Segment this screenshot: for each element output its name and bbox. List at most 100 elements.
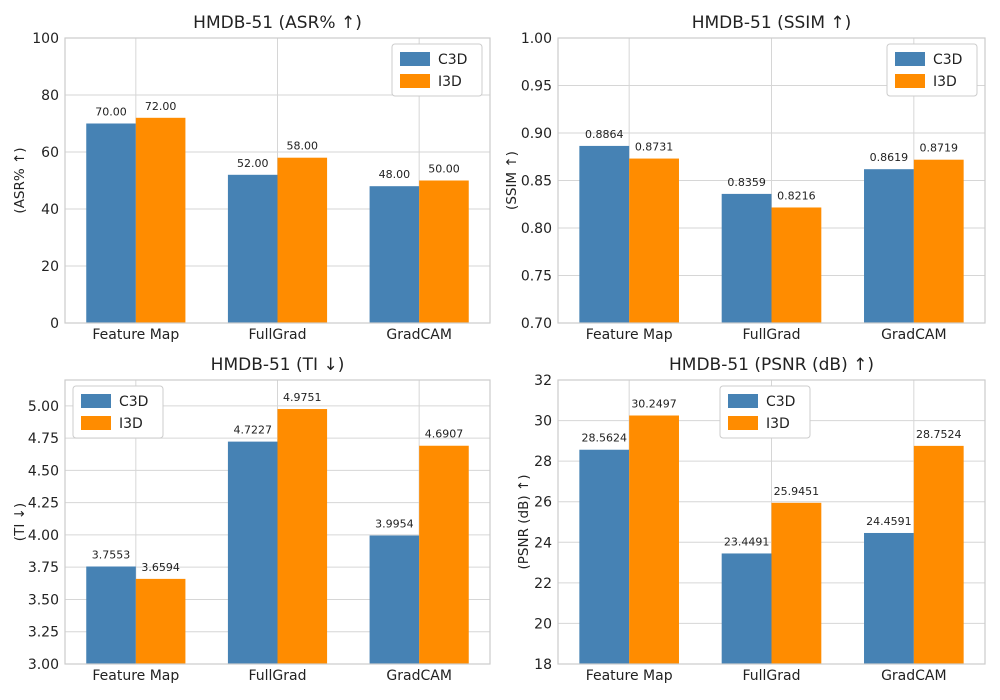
bar-value-label: 4.7227 xyxy=(233,424,272,437)
bar-c3d xyxy=(86,123,136,323)
y-axis-label: (TI ↓) xyxy=(12,503,28,541)
chart-title: HMDB-51 (PSNR (dB) ↑) xyxy=(669,355,874,375)
legend-swatch-c3d xyxy=(400,52,430,66)
chart-title: HMDB-51 (TI ↓) xyxy=(211,355,345,375)
bar-i3d xyxy=(629,158,679,323)
bar-c3d xyxy=(86,566,136,664)
bar-c3d xyxy=(579,449,630,664)
legend-box xyxy=(391,43,483,97)
y-tick-label: 3.50 xyxy=(28,592,59,608)
y-tick-label: 80 xyxy=(41,88,59,104)
bar-value-label: 0.8731 xyxy=(635,141,674,154)
plot-frame xyxy=(557,37,986,324)
bar-i3d xyxy=(629,415,679,664)
x-tick-label: GradCAM xyxy=(881,327,947,343)
y-tick-label: 3.00 xyxy=(28,657,59,673)
plot-frame xyxy=(557,379,986,665)
bar-value-label: 70.00 xyxy=(95,106,127,119)
y-axis-label: (PSNR (dB) ↑) xyxy=(516,475,532,570)
y-tick-label: 18 xyxy=(534,657,552,673)
bar-value-label: 58.00 xyxy=(287,140,319,153)
y-tick-label: 1.00 xyxy=(521,31,552,47)
y-tick-label: 0 xyxy=(50,316,59,332)
x-tick-label: GradCAM xyxy=(386,327,452,343)
bar-c3d xyxy=(864,532,914,664)
chart-title: HMDB-51 (ASR% ↑) xyxy=(193,13,362,33)
legend-swatch-c3d xyxy=(895,52,925,66)
chart-panel-1: 0 20 40 60 80 100 Feature Map FullGrad GradCAM 70… xyxy=(12,13,491,343)
y-tick-label: 32 xyxy=(534,373,552,389)
bar-i3d xyxy=(913,445,964,664)
plot-frame xyxy=(64,37,491,324)
x-tick-label: GradCAM xyxy=(881,668,947,684)
y-tick-label: 3.25 xyxy=(28,625,59,641)
legend-swatch-i3d xyxy=(728,416,758,430)
bar-i3d xyxy=(771,502,822,664)
legend-swatch-c3d xyxy=(728,394,758,408)
bar-value-label: 23.4491 xyxy=(724,535,770,548)
bar-value-label: 3.9954 xyxy=(375,518,414,531)
y-tick-label: 3.75 xyxy=(28,560,59,576)
bar-value-label: 0.8216 xyxy=(777,189,816,202)
chart-panel-2: 0.70 0.75 0.80 0.85 0.90 0.95 1.00 Feature Map F… xyxy=(504,13,986,343)
y-axis-label: (SSIM ↑) xyxy=(504,151,520,210)
bar-value-label: 52.00 xyxy=(237,157,269,170)
bar-c3d xyxy=(721,553,772,664)
legend-label: C3D xyxy=(933,52,962,68)
bar-value-label: 25.9451 xyxy=(774,485,820,498)
legend-swatch-c3d xyxy=(81,394,111,408)
legend-swatch-i3d xyxy=(81,416,111,430)
x-tick-label: Feature Map xyxy=(92,327,179,343)
y-tick-label: 28 xyxy=(534,454,552,470)
bar-i3d xyxy=(771,207,822,323)
y-tick-label: 60 xyxy=(41,145,59,161)
x-tick-label: FullGrad xyxy=(248,668,306,684)
legend-label: C3D xyxy=(119,394,148,410)
bar-i3d xyxy=(277,409,328,664)
bar-value-label: 4.6907 xyxy=(425,428,464,441)
x-tick-label: Feature Map xyxy=(586,327,673,343)
y-tick-label: 22 xyxy=(534,576,552,592)
bar-c3d xyxy=(227,174,278,323)
y-tick-label: 4.75 xyxy=(28,431,59,447)
bar-value-label: 28.7524 xyxy=(916,428,962,441)
legend-box xyxy=(72,385,164,439)
y-tick-label: 24 xyxy=(534,535,552,551)
bar-i3d xyxy=(419,445,469,664)
y-tick-label: 100 xyxy=(32,31,59,47)
chart-title: HMDB-51 (SSIM ↑) xyxy=(692,13,852,33)
legend-label: C3D xyxy=(438,52,467,68)
y-tick-label: 0.75 xyxy=(521,269,552,285)
legend-label: C3D xyxy=(766,394,795,410)
y-tick-label: 0.70 xyxy=(521,316,552,332)
y-tick-label: 4.00 xyxy=(28,528,59,544)
bar-i3d xyxy=(135,578,186,664)
y-tick-label: 20 xyxy=(534,616,552,632)
legend-swatch-i3d xyxy=(400,74,430,88)
bar-i3d xyxy=(419,180,469,323)
legend-box xyxy=(719,385,811,439)
bar-c3d xyxy=(721,193,772,323)
x-tick-label: Feature Map xyxy=(92,668,179,684)
legend-box xyxy=(886,43,978,97)
y-tick-label: 40 xyxy=(41,202,59,218)
bar-value-label: 30.2497 xyxy=(631,398,677,411)
bar-value-label: 3.7553 xyxy=(92,548,131,561)
chart-panel-3: 3.00 3.25 3.50 3.75 4.00 4.25 4.50 4.75 5.00 Feat… xyxy=(12,355,491,684)
bar-c3d xyxy=(369,535,420,664)
plot-frame xyxy=(64,379,491,665)
y-tick-label: 0.90 xyxy=(521,126,552,142)
y-tick-label: 4.50 xyxy=(28,463,59,479)
bar-value-label: 72.00 xyxy=(145,100,177,113)
bar-value-label: 24.4591 xyxy=(866,515,912,528)
y-tick-label: 0.85 xyxy=(521,174,552,190)
y-tick-label: 0.95 xyxy=(521,79,552,95)
chart-panel-4: 18 20 22 24 26 28 30 32 Feature Map FullGrad GradC… xyxy=(516,355,986,684)
y-tick-label: 5.00 xyxy=(28,399,59,415)
x-tick-label: Feature Map xyxy=(586,668,673,684)
